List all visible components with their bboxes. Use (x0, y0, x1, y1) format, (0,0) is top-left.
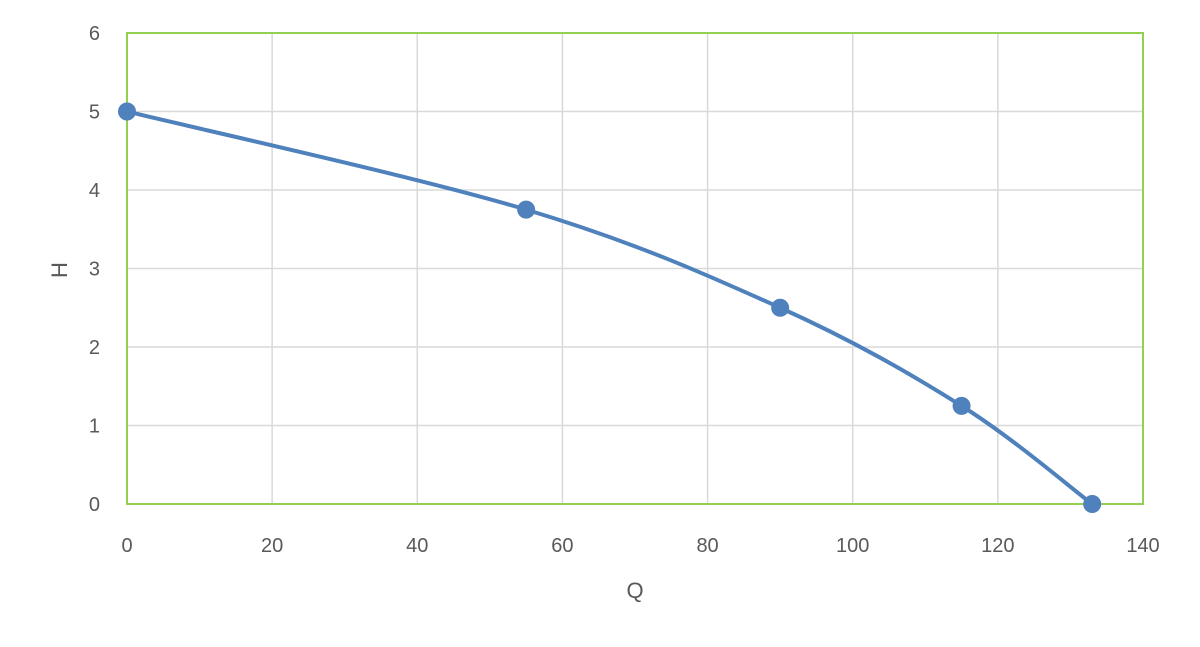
y-tick-label: 6 (89, 23, 100, 45)
x-tick-label: 80 (696, 535, 718, 557)
data-point-3 (952, 396, 971, 415)
gridlines (126, 32, 1144, 505)
x-tick-label: 100 (836, 535, 869, 557)
x-axis-ticks: 0 20 40 60 80 100 120 140 (121, 535, 1159, 557)
x-tick-label: 40 (406, 535, 428, 557)
data-point-2 (771, 298, 790, 317)
y-tick-label: 0 (89, 494, 100, 516)
data-point-4 (1083, 495, 1102, 513)
data-points (118, 102, 1102, 513)
y-tick-label: 1 (89, 416, 100, 438)
data-point-1 (517, 200, 536, 219)
series-line (125, 109, 1095, 506)
x-axis-label: Q (626, 578, 643, 603)
x-tick-label: 0 (121, 535, 132, 557)
x-tick-label: 120 (981, 535, 1014, 557)
y-axis-label: H (47, 262, 72, 278)
x-tick-label: 140 (1126, 535, 1159, 557)
plot-area-border (126, 32, 1144, 505)
y-tick-label: 4 (89, 180, 100, 202)
y-tick-label: 3 (89, 259, 100, 281)
y-tick-label: 2 (89, 337, 100, 359)
x-tick-label: 60 (551, 535, 573, 557)
y-tick-label: 5 (89, 102, 100, 124)
x-tick-label: 20 (261, 535, 283, 557)
data-point-0 (118, 102, 136, 121)
y-axis-ticks: 0 1 2 3 4 5 6 (89, 23, 100, 516)
